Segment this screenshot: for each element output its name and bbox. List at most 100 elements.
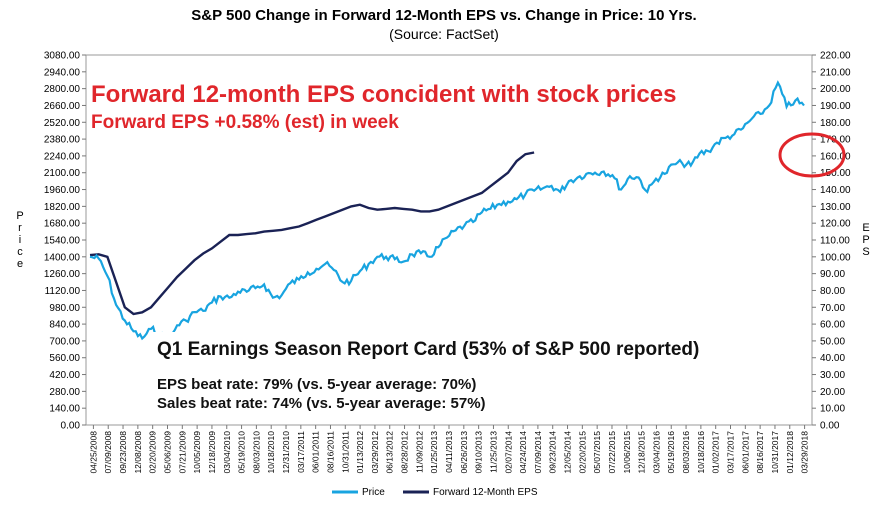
chart-subtitle: (Source: FactSet) <box>389 26 499 42</box>
left-tick-label: 1120.00 <box>45 286 81 297</box>
x-tick-label: 03/29/2012 <box>370 431 380 474</box>
x-tick-label: 03/04/2010 <box>222 431 232 474</box>
right-tick-label: 80.00 <box>820 286 845 297</box>
x-tick-label: 12/18/2015 <box>637 431 647 474</box>
x-tick-label: 03/29/2018 <box>800 431 810 474</box>
x-tick-label: 04/24/2014 <box>518 431 528 474</box>
series-line-eps <box>89 151 535 316</box>
axis-label-char: r <box>18 222 22 234</box>
x-tick-label: 10/18/2010 <box>266 431 276 474</box>
left-tick-label: 1960.00 <box>44 185 81 196</box>
x-tick-label: 07/09/2008 <box>103 431 113 474</box>
right-tick-label: 160.00 <box>820 151 851 162</box>
left-tick-label: 2100.00 <box>44 168 81 179</box>
x-tick-label: 03/17/2017 <box>726 431 736 474</box>
right-axis: 0.00 10.00 20.00 30.00 40.00 50.00 60.00 70.00 8… <box>812 51 851 432</box>
x-tick-label: 09/23/2008 <box>118 431 128 474</box>
left-tick-label: 1540.00 <box>44 236 81 247</box>
right-tick-label: 200.00 <box>820 84 851 95</box>
x-tick-label: 09/23/2014 <box>548 431 558 474</box>
left-tick-label: 2380.00 <box>44 135 81 146</box>
left-tick-label: 840.00 <box>49 320 80 331</box>
annotation-headline: Forward 12-month EPS concident with stoc… <box>91 81 676 108</box>
right-tick-label: 50.00 <box>820 336 845 347</box>
x-tick-label: 05/19/2010 <box>237 431 247 474</box>
x-tick-label: 12/31/2010 <box>281 431 291 474</box>
left-tick-label: 2520.00 <box>44 118 81 129</box>
report-card-eps: EPS beat rate: 79% (vs. 5-year average: … <box>157 376 476 393</box>
left-tick-label: 1260.00 <box>44 269 81 280</box>
report-card-title: Q1 Earnings Season Report Card (53% of S… <box>157 339 699 360</box>
x-tick-label: 10/31/2017 <box>770 431 780 474</box>
x-tick-label: 02/20/2009 <box>148 431 158 474</box>
right-tick-label: 190.00 <box>820 101 851 112</box>
left-tick-label: 980.00 <box>49 303 80 314</box>
x-tick-label: 07/09/2014 <box>533 431 543 474</box>
axis-label-char: E <box>862 222 869 234</box>
right-tick-label: 60.00 <box>820 320 845 331</box>
x-tick-label: 03/17/2011 <box>296 431 306 473</box>
left-axis: 0.00 140.00 280.00 420.00 560.00 700.00 840.00… <box>44 51 86 432</box>
x-tick-label: 12/18/2009 <box>207 431 217 474</box>
x-tick-label: 12/08/2008 <box>133 431 143 474</box>
legend-price-label: Price <box>362 487 385 498</box>
right-tick-label: 110.00 <box>820 236 850 247</box>
right-tick-label: 70.00 <box>820 303 845 314</box>
right-tick-label: 150.00 <box>820 168 851 179</box>
x-tick-label: 06/26/2013 <box>459 431 469 474</box>
left-tick-label: 2800.00 <box>44 84 81 95</box>
axis-label-char: P <box>16 210 23 222</box>
x-tick-label: 07/21/2009 <box>177 431 187 474</box>
axis-label-char: e <box>17 258 23 270</box>
right-tick-label: 100.00 <box>820 252 851 263</box>
x-tick-label: 02/20/2015 <box>577 431 587 474</box>
x-tick-label: 05/07/2015 <box>592 431 602 474</box>
left-tick-label: 420.00 <box>49 370 80 381</box>
left-tick-label: 2660.00 <box>44 101 81 112</box>
x-tick-label: 01/12/2018 <box>785 431 795 474</box>
right-tick-label: 130.00 <box>820 202 851 213</box>
left-tick-label: 0.00 <box>61 421 81 432</box>
plot-area <box>85 54 813 426</box>
x-tick-label: 11/25/2013 <box>488 431 498 473</box>
annotation-eps-week: Forward EPS +0.58% (est) in week <box>91 112 399 133</box>
left-tick-label: 2240.00 <box>44 151 81 162</box>
left-tick-label: 280.00 <box>49 387 80 398</box>
x-tick-label: 01/02/2017 <box>711 431 721 474</box>
x-tick-label: 03/04/2016 <box>651 431 661 474</box>
x-tick-label: 01/13/2012 <box>355 431 365 474</box>
x-tick-label: 05/19/2016 <box>666 431 676 474</box>
x-tick-label: 04/25/2008 <box>88 431 98 474</box>
x-axis: 04/25/2008 07/09/2008 09/23/2008 12/08/2008… <box>88 425 810 474</box>
left-tick-label: 1400.00 <box>44 252 81 263</box>
x-tick-label: 10/31/2011 <box>340 431 350 473</box>
x-tick-label: 08/03/2016 <box>681 431 691 474</box>
x-tick-label: 08/03/2010 <box>251 431 261 474</box>
series-line-price <box>89 80 805 345</box>
left-tick-label: 1680.00 <box>44 219 81 230</box>
x-tick-label: 08/16/2017 <box>755 431 765 474</box>
report-card-sales: Sales beat rate: 74% (vs. 5-year average… <box>157 395 486 412</box>
x-tick-label: 09/10/2013 <box>474 431 484 474</box>
right-tick-label: 30.00 <box>820 370 845 381</box>
right-tick-label: 210.00 <box>820 67 851 78</box>
x-tick-label: 08/16/2011 <box>325 431 335 473</box>
report-card-details-box <box>150 372 590 414</box>
right-tick-label: 40.00 <box>820 353 845 364</box>
axis-label-char: P <box>862 234 869 246</box>
right-tick-label: 20.00 <box>820 387 845 398</box>
x-tick-label: 10/18/2016 <box>696 431 706 474</box>
chart-title: S&P 500 Change in Forward 12-Month EPS v… <box>191 7 696 24</box>
legend: Price Forward 12-Month EPS <box>332 487 538 498</box>
x-tick-label: 08/28/2012 <box>400 431 410 474</box>
x-tick-label: 06/13/2012 <box>385 431 395 474</box>
right-tick-label: 90.00 <box>820 269 845 280</box>
report-card-box <box>150 332 810 362</box>
left-tick-label: 3080.00 <box>44 51 81 62</box>
left-tick-label: 140.00 <box>49 404 80 415</box>
x-tick-label: 06/01/2011 <box>311 431 321 473</box>
left-tick-label: 1820.00 <box>44 202 81 213</box>
left-tick-label: 2940.00 <box>44 67 81 78</box>
right-tick-label: 180.00 <box>820 118 851 129</box>
